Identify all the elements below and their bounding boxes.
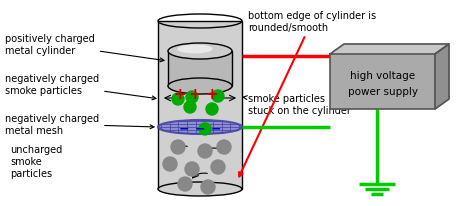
Bar (168, 52, 232, 87)
Bar (330, 55, 435, 109)
Text: +: + (189, 87, 202, 102)
Polygon shape (330, 45, 449, 55)
Ellipse shape (158, 182, 242, 196)
Circle shape (178, 177, 192, 191)
Circle shape (199, 123, 211, 135)
Text: high voltage: high voltage (350, 71, 415, 81)
Text: positively charged
metal cylinder: positively charged metal cylinder (5, 34, 164, 62)
Text: uncharged
smoke
particles: uncharged smoke particles (10, 145, 62, 178)
Circle shape (211, 160, 225, 174)
Circle shape (184, 102, 196, 114)
Circle shape (172, 94, 184, 105)
Ellipse shape (168, 79, 232, 95)
Polygon shape (435, 45, 449, 109)
Text: bottom edge of cylinder is
rounded/smooth: bottom edge of cylinder is rounded/smoot… (239, 11, 376, 177)
Text: negatively charged
smoke particles: negatively charged smoke particles (5, 74, 156, 100)
Text: smoke particles
stuck on the cylinder: smoke particles stuck on the cylinder (242, 94, 351, 115)
Ellipse shape (168, 44, 232, 60)
Text: +: + (174, 87, 186, 102)
Text: −: − (211, 122, 221, 135)
Circle shape (201, 180, 215, 194)
Circle shape (185, 162, 199, 176)
Circle shape (171, 140, 185, 154)
Text: −: − (195, 122, 205, 135)
Circle shape (186, 91, 198, 103)
Text: +: + (206, 87, 218, 102)
Circle shape (212, 91, 224, 103)
Bar (158, 22, 242, 189)
Circle shape (163, 157, 177, 171)
Text: power supply: power supply (347, 87, 418, 97)
Circle shape (217, 140, 231, 154)
Text: −: − (179, 122, 189, 135)
Ellipse shape (177, 45, 213, 54)
Circle shape (206, 103, 218, 115)
Circle shape (198, 144, 212, 158)
Text: negatively charged
metal mesh: negatively charged metal mesh (5, 114, 154, 135)
Ellipse shape (158, 121, 242, 134)
